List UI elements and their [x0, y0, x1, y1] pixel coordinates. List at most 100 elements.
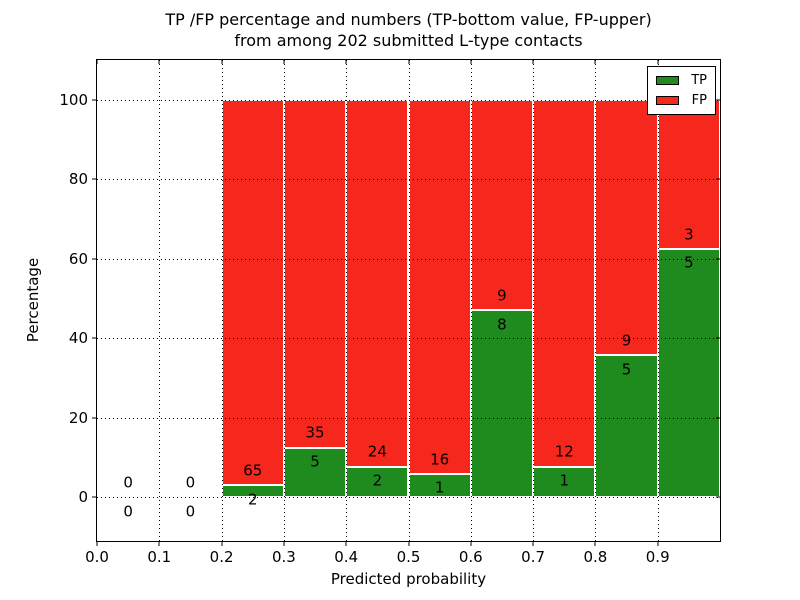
vertical-gridline	[221, 60, 223, 541]
x-tick-label: 0.2	[209, 548, 234, 566]
x-tick-mark-top	[345, 60, 347, 64]
x-tick-mark-top	[158, 60, 160, 64]
y-tick-label: 80	[68, 170, 88, 189]
tp-bar	[595, 355, 658, 498]
chart-title-line2: from among 202 submitted L-type contacts	[234, 31, 583, 50]
x-tick-label: 0.7	[521, 548, 546, 566]
y-axis-label: Percentage	[24, 257, 42, 343]
tp-count-label: 2	[247, 490, 258, 509]
x-tick-mark	[283, 541, 285, 546]
y-tick-label: 100	[59, 90, 88, 109]
x-tick-mark-top	[470, 60, 472, 64]
tp-count-label: 2	[372, 471, 383, 490]
x-tick-label: 0.1	[147, 548, 172, 566]
fp-count-label: 12	[554, 442, 574, 461]
fp-count-label: 35	[305, 423, 325, 442]
fp-count-label: 65	[243, 461, 263, 480]
legend-label: FP	[691, 93, 707, 108]
y-tick-mark-right	[716, 337, 720, 339]
y-tick-mark-right	[716, 417, 720, 419]
y-tick-mark-right	[716, 496, 720, 498]
tp-count-label: 0	[185, 502, 196, 521]
x-tick-mark	[96, 541, 98, 546]
legend-label: TP	[691, 73, 707, 88]
tp-count-label: 5	[310, 452, 320, 471]
y-tick-mark	[92, 99, 97, 101]
x-tick-label: 0.5	[396, 548, 421, 566]
x-tick-mark-top	[657, 60, 659, 64]
vertical-gridline	[346, 60, 348, 541]
plot-area: TP FP 0 0 0 0 65 2 35 5 24 2 16 1 9 8 12 1 9 5 3 5 0.0 0.1 0.2 0…	[59, 59, 721, 566]
fp-bar	[346, 99, 409, 467]
x-tick-mark	[221, 541, 223, 546]
x-tick-label: 0.6	[458, 548, 483, 566]
x-tick-mark-top	[594, 60, 596, 64]
fp-count-label: 3	[684, 225, 694, 243]
x-tick-mark-top	[221, 60, 223, 64]
fp-bar	[595, 99, 658, 356]
legend-item-fp: FP	[656, 94, 707, 107]
x-tick-mark	[345, 541, 347, 546]
y-tick-mark	[92, 178, 97, 180]
fp-count-label: 24	[367, 442, 387, 461]
x-tick-label: 0.4	[334, 548, 359, 566]
x-tick-mark-top	[532, 60, 534, 64]
y-tick-mark-right	[716, 258, 720, 260]
tp-count-label: 1	[559, 471, 570, 490]
tp-count-label: 5	[684, 253, 694, 272]
y-tick-label: 60	[68, 249, 88, 268]
tp-count-label: 5	[621, 360, 632, 379]
vertical-gridline	[159, 60, 161, 541]
tp-bar	[470, 310, 534, 498]
x-tick-label: 0.8	[583, 548, 608, 566]
x-axis-label: Predicted probability	[330, 570, 487, 588]
vertical-gridline	[408, 60, 410, 541]
vertical-gridline	[657, 60, 659, 541]
chart-title-line1: TP /FP percentage and numbers (TP-bottom…	[165, 10, 652, 29]
x-tick-mark	[158, 541, 160, 546]
fp-count-label: 9	[621, 331, 632, 350]
x-tick-mark	[594, 541, 596, 546]
y-tick-mark	[92, 258, 97, 260]
fp-swatch	[656, 96, 679, 105]
legend: TP FP	[647, 66, 716, 115]
x-tick-mark	[532, 541, 534, 546]
x-tick-mark	[408, 541, 409, 546]
vertical-gridline	[283, 60, 285, 541]
fp-count-label: 16	[430, 450, 450, 469]
fp-bar	[283, 99, 347, 448]
y-tick-label: 40	[68, 329, 88, 348]
x-tick-label: 0.9	[645, 548, 670, 566]
x-tick-mark	[657, 541, 659, 546]
x-tick-label: 0.3	[271, 548, 296, 566]
chart-title: TP /FP percentage and numbers (TP-bottom…	[96, 9, 721, 51]
y-tick-mark-right	[716, 178, 720, 180]
fp-bar	[470, 99, 534, 311]
x-tick-mark-top	[408, 60, 409, 64]
vertical-gridline	[533, 60, 535, 541]
fp-count-label: 0	[123, 473, 133, 492]
x-tick-mark-top	[96, 60, 98, 64]
y-tick-label: 20	[68, 408, 88, 427]
tp-bar	[533, 466, 596, 498]
fp-bar	[657, 99, 720, 249]
y-tick-mark-right	[716, 99, 720, 101]
tp-count-label: 0	[123, 502, 133, 521]
x-tick-mark	[470, 541, 472, 546]
fp-count-label: 9	[497, 286, 507, 305]
vertical-gridline	[595, 60, 597, 541]
fp-count-label: 0	[185, 473, 196, 492]
tp-bar	[657, 248, 720, 498]
y-tick-mark	[92, 417, 97, 419]
fp-bar	[408, 99, 471, 474]
tp-bar	[283, 447, 347, 498]
x-tick-mark-top	[283, 60, 285, 64]
vertical-gridline	[470, 60, 472, 541]
tp-count-label: 8	[497, 315, 507, 333]
fp-bar	[221, 99, 284, 486]
fp-bar	[533, 99, 596, 467]
x-tick-label: 0.0	[85, 548, 109, 566]
y-tick-mark	[92, 496, 97, 498]
tp-bar	[346, 466, 409, 498]
